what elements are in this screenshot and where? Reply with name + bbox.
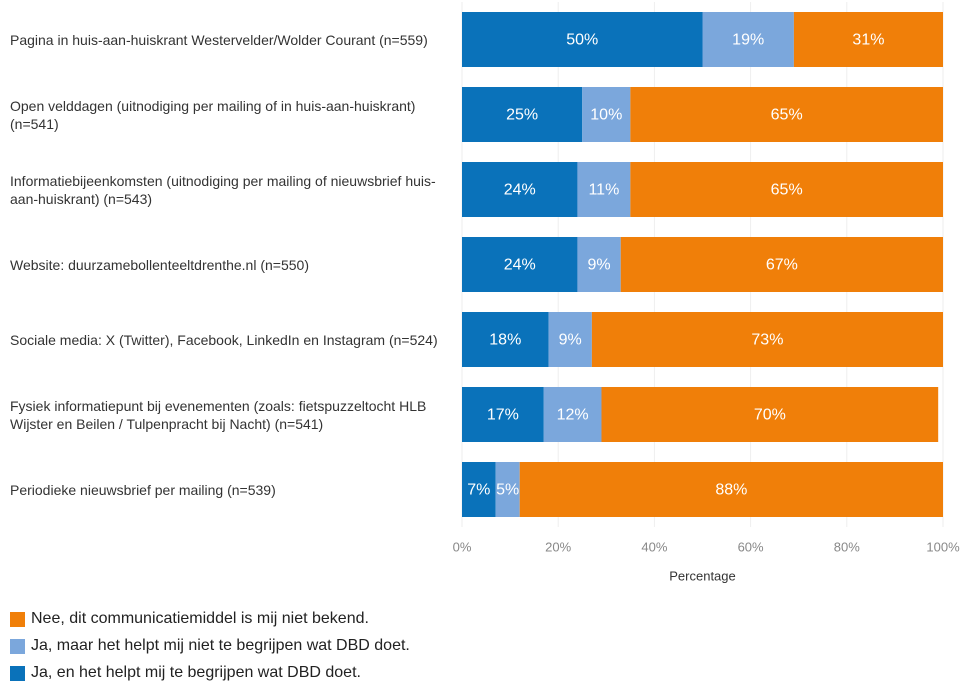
bar-segment: [543, 387, 602, 442]
value-label: 24%: [504, 257, 536, 274]
value-label: 65%: [771, 182, 803, 199]
value-label: 25%: [506, 107, 538, 124]
value-label: 17%: [487, 407, 519, 424]
legend-item: Ja, maar het helpt mij niet te begrijpen…: [10, 635, 410, 657]
value-label: 18%: [489, 332, 521, 349]
value-label: 88%: [715, 482, 747, 499]
x-tick-label: 80%: [834, 539, 860, 554]
category-label: Informatiebijeenkomsten (uitnodiging per…: [10, 172, 436, 207]
value-label: 10%: [590, 107, 622, 124]
bar-segment: [495, 462, 520, 517]
category-label: Sociale media: X (Twitter), Facebook, Li…: [10, 331, 438, 348]
bar-segment: [702, 12, 794, 67]
bar-segment: [601, 387, 939, 442]
value-label: 73%: [751, 332, 783, 349]
legend-label: Ja, en het helpt mij te begrijpen wat DB…: [31, 664, 361, 681]
bar-segment: [462, 387, 544, 442]
category-label: Pagina in huis-aan-huiskrant Westervelde…: [10, 31, 428, 48]
value-label: 67%: [766, 257, 798, 274]
category-label: Open velddagen (uitnodiging per mailing …: [10, 97, 416, 132]
value-label: 19%: [732, 32, 764, 49]
value-label: 9%: [559, 332, 582, 349]
x-tick-label: 20%: [545, 539, 571, 554]
value-label: 5%: [496, 482, 519, 499]
value-label: 12%: [557, 407, 589, 424]
x-tick-label: 60%: [738, 539, 764, 554]
x-tick-label: 0%: [453, 539, 472, 554]
category-label: Periodieke nieuwsbrief per mailing (n=53…: [10, 481, 276, 498]
legend-label: Ja, maar het helpt mij niet te begrijpen…: [31, 637, 410, 654]
bar-segment: [462, 162, 578, 217]
bar-segment: [582, 87, 631, 142]
value-label: 9%: [588, 257, 611, 274]
value-label: 50%: [566, 32, 598, 49]
value-label: 65%: [771, 107, 803, 124]
legend-swatch: [10, 638, 25, 654]
category-label: Website: duurzamebollenteeltdrenthe.nl (…: [10, 256, 309, 273]
legend-item: Nee, dit communicatiemiddel is mij niet …: [10, 608, 369, 630]
bar-segment: [519, 462, 943, 517]
legend-swatch: [10, 665, 25, 681]
bar-segment: [591, 312, 943, 367]
bar-segment: [462, 237, 578, 292]
bar-segment: [548, 312, 592, 367]
x-tick-label: 40%: [641, 539, 667, 554]
legend-item: Ja, en het helpt mij te begrijpen wat DB…: [10, 662, 361, 684]
bar-segment: [462, 87, 583, 142]
bar-segment: [620, 237, 943, 292]
value-label: 11%: [588, 182, 619, 199]
x-axis-label: Percentage: [669, 568, 736, 583]
value-label: 31%: [852, 32, 884, 49]
bar-segment: [462, 312, 549, 367]
value-label: 70%: [754, 407, 786, 424]
legend-label: Nee, dit communicatiemiddel is mij niet …: [31, 610, 369, 627]
bar-segment: [462, 12, 703, 67]
bar-segment: [793, 12, 943, 67]
category-label: Fysiek informatiepunt bij evenementen (z…: [10, 397, 427, 432]
value-label: 7%: [467, 482, 490, 499]
bar-segment: [630, 87, 943, 142]
bar-segment: [630, 162, 943, 217]
legend-swatch: [10, 611, 25, 627]
bar-segment: [462, 462, 496, 517]
bar-segment: [577, 162, 631, 217]
value-label: 24%: [504, 182, 536, 199]
x-tick-label: 100%: [926, 539, 960, 554]
bar-segment: [577, 237, 621, 292]
